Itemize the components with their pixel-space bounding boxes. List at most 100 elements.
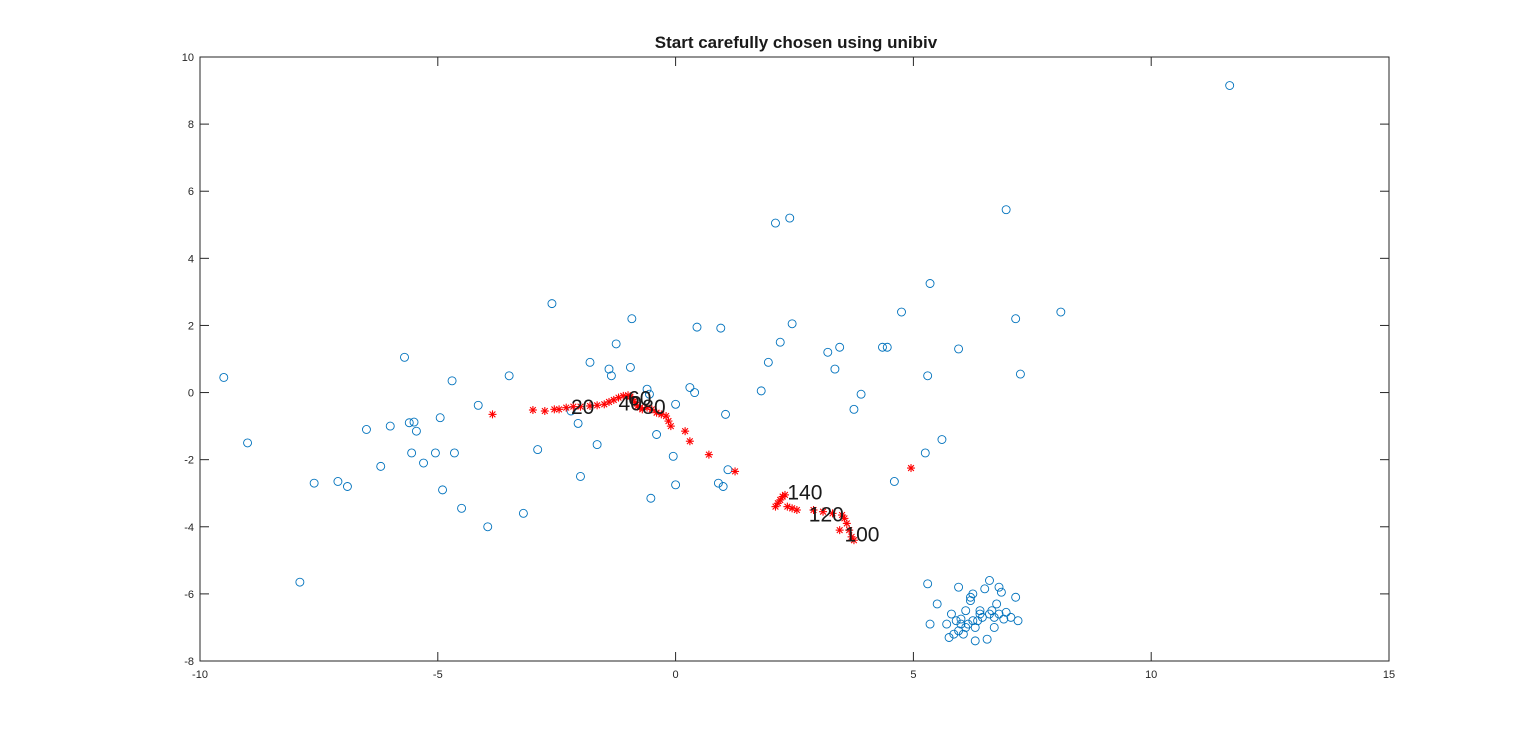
- data-point: [668, 451, 678, 461]
- trajectory-point: [488, 410, 497, 419]
- data-point: [219, 373, 229, 382]
- x-tick-label: 15: [1383, 669, 1395, 681]
- trajectory-point: [685, 437, 694, 446]
- iteration-label: 120: [809, 503, 844, 526]
- axes-box: [199, 56, 1390, 662]
- data-point: [785, 213, 795, 223]
- trajectory-point: [528, 406, 537, 415]
- data-point: [897, 307, 906, 317]
- y-tick-label: 4: [188, 253, 194, 265]
- data-point: [723, 465, 733, 475]
- data-point: [438, 485, 448, 495]
- data-point: [949, 629, 959, 639]
- data-point: [771, 218, 780, 228]
- trajectory-point: [792, 506, 801, 514]
- data-point: [966, 596, 975, 606]
- trajectory-point: [704, 450, 713, 459]
- trajectory-point: [907, 464, 916, 473]
- y-tick-label: -4: [184, 522, 194, 534]
- trajectory-point: [619, 391, 628, 400]
- trajectory-point: [562, 403, 571, 412]
- trajectory-point: [555, 405, 564, 414]
- data-point: [992, 599, 1002, 609]
- y-tick-label: -8: [184, 656, 194, 668]
- iteration-label: 80: [642, 396, 665, 419]
- data-point: [975, 609, 985, 619]
- data-point: [457, 503, 467, 513]
- data-point: [923, 371, 933, 381]
- data-point: [982, 634, 992, 644]
- data-point: [671, 399, 681, 409]
- axis-tick-labels: -10 -5 0 5 10 15 -8 -6 -4 -2 0 2 4 6 8 10: [182, 52, 1395, 681]
- data-point: [611, 339, 621, 349]
- data-point: [1011, 314, 1021, 324]
- data-point: [407, 448, 417, 458]
- data-point: [692, 322, 702, 332]
- data-point: [483, 522, 493, 532]
- x-tick-label: -5: [433, 669, 443, 681]
- data-point: [994, 582, 1004, 592]
- series-data: [219, 81, 1235, 646]
- y-tick-label: -6: [184, 589, 194, 601]
- data-point: [385, 421, 395, 431]
- y-tick-label: -2: [184, 455, 194, 467]
- y-tick-label: 2: [188, 320, 194, 332]
- data-point: [835, 342, 845, 352]
- data-point: [989, 612, 999, 622]
- data-point: [1001, 607, 1011, 617]
- data-point: [671, 480, 681, 490]
- data-point: [606, 371, 616, 381]
- data-point: [295, 577, 305, 587]
- data-point: [713, 478, 723, 488]
- series-trajectory: [488, 391, 916, 545]
- data-point: [409, 417, 419, 427]
- data-point: [716, 323, 726, 333]
- chart-title: Start carefully chosen using unibiv: [655, 33, 938, 52]
- data-point: [473, 400, 483, 410]
- data-point: [889, 477, 899, 486]
- data-point: [970, 622, 980, 632]
- data-point: [625, 362, 635, 372]
- trajectory-point: [845, 526, 854, 535]
- data-point: [1056, 307, 1066, 317]
- data-point: [400, 352, 409, 362]
- trajectory-point: [842, 519, 851, 528]
- data-point: [994, 609, 1004, 619]
- data-point: [652, 430, 662, 439]
- data-point: [1225, 81, 1235, 90]
- data-point: [342, 482, 352, 491]
- data-point: [856, 389, 866, 399]
- data-point: [1011, 592, 1021, 602]
- data-point: [946, 609, 956, 619]
- data-point: [419, 458, 428, 468]
- data-point: [932, 599, 942, 609]
- data-point: [376, 461, 386, 471]
- trajectory-point: [576, 402, 585, 411]
- y-tick-label: 6: [188, 186, 194, 198]
- data-point: [690, 388, 700, 398]
- iteration-label: 20: [571, 396, 594, 419]
- data-point: [775, 337, 785, 347]
- trajectory-point: [780, 490, 789, 499]
- data-point: [576, 471, 585, 481]
- data-point: [756, 386, 766, 396]
- trajectory-point: [809, 506, 818, 514]
- data-point: [404, 418, 414, 428]
- data-point: [925, 619, 935, 629]
- trajectory-point: [666, 422, 675, 431]
- data-point: [718, 482, 728, 491]
- data-point: [920, 448, 930, 458]
- data-point: [309, 478, 319, 488]
- trajectory-point: [819, 507, 828, 516]
- trajectory-point: [647, 405, 656, 414]
- data-point: [830, 364, 840, 374]
- iteration-label: 100: [844, 523, 879, 546]
- data-point: [944, 633, 954, 642]
- data-point: [968, 616, 978, 626]
- trajectory-point: [681, 427, 690, 436]
- data-point: [954, 344, 964, 354]
